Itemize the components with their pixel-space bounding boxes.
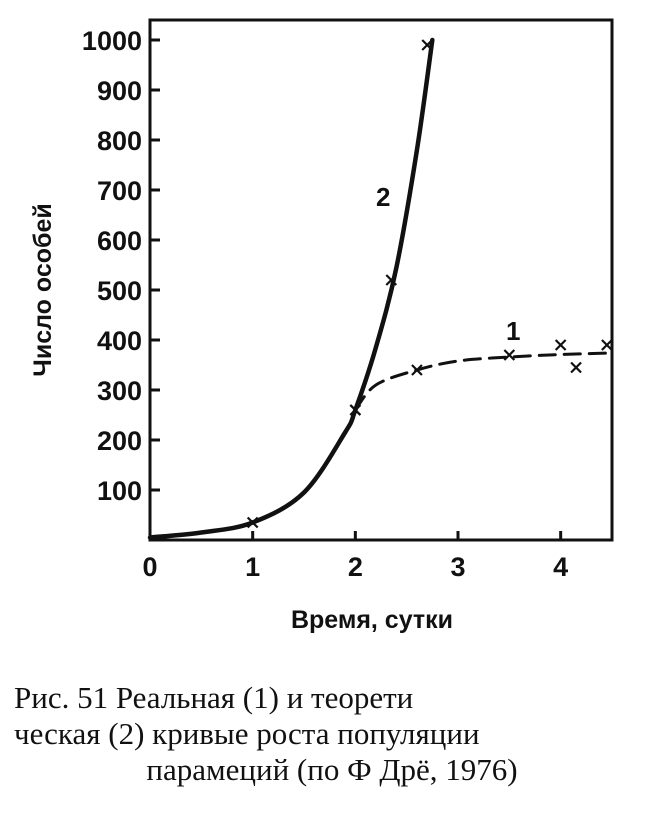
y-tick-label-9: 1000: [82, 26, 142, 56]
series-2-marker-2: [385, 274, 398, 286]
x-tick-label-0: 0: [142, 552, 157, 582]
markers: [246, 39, 613, 529]
series-1-curve: [353, 351, 614, 412]
plot-frame: [148, 18, 614, 542]
y-tick-label-2: 300: [97, 376, 142, 406]
series-label-2: 2: [376, 182, 390, 212]
figure-caption: Рис. 51 Реальная (1) и теорети ческая (2…: [14, 680, 650, 788]
x-tick-label-2: 2: [348, 552, 363, 582]
ticks: 0 1 2 3 4 100 200 300 400 500 600 700 800 900 1000: [82, 26, 568, 582]
series-2-curve: [147, 37, 435, 540]
y-tick-label-4: 500: [97, 276, 142, 306]
series-2-marker-1: [349, 404, 362, 416]
curves: [147, 37, 614, 540]
x-tick-label-4: 4: [553, 552, 568, 582]
y-tick-label-8: 900: [97, 76, 142, 106]
caption-line-1: Рис. 51 Реальная (1) и теорети: [14, 680, 414, 715]
y-tick-label-6: 700: [97, 176, 142, 206]
caption-line-2: ческая (2) кривые роста популяции: [14, 716, 480, 751]
series-1-marker-2: [503, 349, 516, 361]
x-axis-title: Время, сутки: [291, 606, 453, 634]
y-axis-title: Число особей: [29, 203, 57, 376]
y-tick-label-0: 100: [97, 476, 142, 506]
axes: [148, 18, 614, 542]
x-tick-label-3: 3: [450, 552, 465, 582]
series-1-marker-3: [554, 339, 567, 351]
series-2-marker-3: [421, 39, 433, 51]
caption-line-3: парамеций (по Ф Дрё, 1976): [146, 752, 518, 787]
y-tick-label-7: 800: [97, 126, 142, 156]
series-1-marker-1: [411, 364, 423, 376]
series-1-marker-5: [601, 339, 613, 351]
series-2-marker-0: [246, 516, 259, 529]
series-1-marker-4: [570, 361, 582, 374]
series-label-1: 1: [506, 316, 520, 346]
y-tick-label-3: 400: [97, 326, 142, 356]
population-growth-chart: 0 1 2 3 4 100 200 300 400 500 600 700 800 900 1000 2 1…: [29, 18, 614, 634]
labels: 2 1 Время, сутки Число особей: [29, 182, 520, 634]
y-tick-label-1: 200: [97, 426, 142, 456]
x-tick-label-1: 1: [245, 552, 260, 582]
y-tick-label-5: 600: [97, 226, 142, 256]
